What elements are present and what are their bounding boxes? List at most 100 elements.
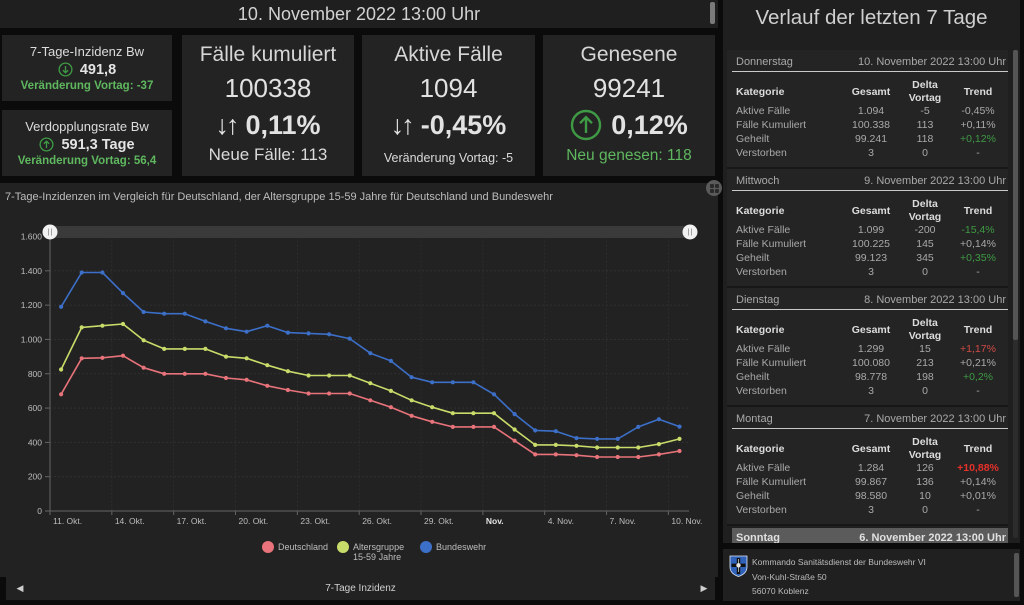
data-point-altersgruppe-15-59-jahre[interactable] [595, 445, 600, 450]
data-point-altersgruppe-15-59-jahre[interactable] [141, 338, 146, 343]
data-point-altersgruppe-15-59-jahre[interactable] [59, 367, 64, 372]
data-point-altersgruppe-15-59-jahre[interactable] [615, 445, 620, 450]
data-point-altersgruppe-15-59-jahre[interactable] [182, 346, 187, 351]
data-point-deutschland[interactable] [100, 355, 105, 360]
data-point-bundeswehr[interactable] [306, 331, 311, 336]
data-point-altersgruppe-15-59-jahre[interactable] [100, 323, 105, 328]
data-point-bundeswehr[interactable] [656, 417, 662, 422]
day-header[interactable]: Donnerstag 10. November 2022 13:00 Uhr [732, 54, 1008, 72]
data-point-deutschland[interactable] [512, 438, 517, 443]
data-point-deutschland[interactable] [265, 383, 270, 388]
range-slider-handle-right[interactable] [682, 224, 698, 240]
data-point-altersgruppe-15-59-jahre[interactable] [203, 346, 208, 351]
expand-icon[interactable] [706, 180, 722, 196]
day-header[interactable]: Sonntag 6. November 2022 13:00 Uhr [732, 528, 1008, 543]
data-point-bundeswehr[interactable] [223, 326, 229, 331]
data-point-deutschland[interactable] [491, 424, 497, 429]
data-point-altersgruppe-15-59-jahre[interactable] [120, 321, 126, 327]
data-point-deutschland[interactable] [203, 371, 208, 376]
data-point-deutschland[interactable] [595, 454, 600, 460]
data-point-bundeswehr[interactable] [595, 436, 600, 441]
data-point-altersgruppe-15-59-jahre[interactable] [327, 373, 332, 378]
range-slider-handle-left[interactable] [42, 224, 58, 240]
data-point-altersgruppe-15-59-jahre[interactable] [265, 363, 270, 368]
data-point-deutschland[interactable] [553, 452, 558, 457]
data-point-altersgruppe-15-59-jahre[interactable] [79, 325, 84, 330]
legend-item-deutschland[interactable]: Deutschland [262, 540, 328, 553]
data-point-deutschland[interactable] [59, 392, 64, 397]
data-point-deutschland[interactable] [656, 452, 662, 457]
data-point-bundeswehr[interactable] [512, 412, 517, 417]
data-point-bundeswehr[interactable] [388, 358, 393, 363]
data-point-deutschland[interactable] [285, 387, 290, 393]
data-point-bundeswehr[interactable] [285, 330, 290, 335]
data-point-deutschland[interactable] [450, 424, 455, 429]
data-point-bundeswehr[interactable] [120, 291, 126, 296]
data-point-bundeswehr[interactable] [327, 332, 332, 337]
data-point-deutschland[interactable] [388, 405, 393, 410]
data-point-deutschland[interactable] [182, 371, 187, 376]
data-point-deutschland[interactable] [574, 453, 579, 458]
data-point-altersgruppe-15-59-jahre[interactable] [677, 436, 682, 441]
data-point-altersgruppe-15-59-jahre[interactable] [306, 373, 311, 378]
data-point-altersgruppe-15-59-jahre[interactable] [223, 354, 229, 359]
data-point-bundeswehr[interactable] [450, 380, 455, 385]
data-point-bundeswehr[interactable] [615, 436, 620, 441]
footer-scrollbar[interactable] [1014, 553, 1019, 597]
data-point-altersgruppe-15-59-jahre[interactable] [636, 445, 641, 450]
data-point-altersgruppe-15-59-jahre[interactable] [491, 411, 497, 416]
data-point-bundeswehr[interactable] [368, 351, 373, 356]
header-scrollbar[interactable] [710, 2, 715, 24]
history-scrollbar[interactable] [1013, 50, 1018, 538]
data-point-altersgruppe-15-59-jahre[interactable] [533, 442, 538, 447]
data-point-deutschland[interactable] [409, 413, 414, 418]
data-point-bundeswehr[interactable] [162, 311, 167, 316]
legend-item-bundeswehr[interactable]: Bundeswehr [420, 540, 486, 553]
data-point-altersgruppe-15-59-jahre[interactable] [347, 373, 352, 378]
data-point-bundeswehr[interactable] [347, 336, 352, 341]
data-point-bundeswehr[interactable] [203, 319, 208, 324]
data-point-altersgruppe-15-59-jahre[interactable] [409, 398, 414, 403]
range-slider[interactable] [42, 224, 698, 240]
data-point-bundeswehr[interactable] [574, 436, 579, 441]
data-point-deutschland[interactable] [615, 454, 620, 460]
day-header[interactable]: Dienstag 8. November 2022 13:00 Uhr [732, 292, 1008, 310]
data-point-altersgruppe-15-59-jahre[interactable] [430, 405, 435, 410]
data-point-deutschland[interactable] [533, 452, 538, 457]
data-point-bundeswehr[interactable] [533, 428, 538, 433]
range-slider-track[interactable] [50, 226, 690, 238]
data-point-deutschland[interactable] [244, 377, 249, 382]
data-point-altersgruppe-15-59-jahre[interactable] [574, 443, 579, 448]
data-point-altersgruppe-15-59-jahre[interactable] [450, 411, 455, 416]
data-point-deutschland[interactable] [347, 391, 352, 396]
data-point-altersgruppe-15-59-jahre[interactable] [368, 381, 373, 386]
data-point-deutschland[interactable] [636, 454, 641, 460]
data-point-bundeswehr[interactable] [677, 424, 682, 429]
data-point-deutschland[interactable] [430, 419, 435, 424]
data-point-bundeswehr[interactable] [182, 311, 187, 316]
data-point-deutschland[interactable] [79, 356, 84, 361]
data-point-deutschland[interactable] [471, 424, 476, 429]
data-point-bundeswehr[interactable] [244, 329, 249, 334]
data-point-deutschland[interactable] [368, 398, 373, 403]
data-point-bundeswehr[interactable] [141, 309, 146, 315]
data-point-altersgruppe-15-59-jahre[interactable] [244, 356, 249, 361]
data-point-deutschland[interactable] [306, 391, 311, 396]
data-point-altersgruppe-15-59-jahre[interactable] [388, 388, 393, 393]
history-scrollbar-thumb[interactable] [1013, 50, 1018, 340]
data-point-bundeswehr[interactable] [491, 392, 497, 397]
data-point-altersgruppe-15-59-jahre[interactable] [656, 442, 662, 447]
data-point-deutschland[interactable] [327, 391, 332, 396]
data-point-bundeswehr[interactable] [265, 323, 270, 328]
day-header[interactable]: Mittwoch 9. November 2022 13:00 Uhr [732, 173, 1008, 191]
history-list[interactable]: Donnerstag 10. November 2022 13:00 Uhr K… [727, 50, 1008, 543]
next-chart-arrow-icon[interactable]: ▶ [700, 583, 708, 593]
data-point-altersgruppe-15-59-jahre[interactable] [471, 411, 476, 416]
data-point-altersgruppe-15-59-jahre[interactable] [512, 427, 517, 432]
data-point-altersgruppe-15-59-jahre[interactable] [553, 442, 558, 447]
data-point-bundeswehr[interactable] [553, 429, 558, 434]
data-point-deutschland[interactable] [223, 375, 229, 381]
data-point-bundeswehr[interactable] [59, 304, 64, 309]
previous-chart-arrow-icon[interactable]: ◀ [16, 583, 24, 593]
data-point-bundeswehr[interactable] [636, 424, 641, 429]
